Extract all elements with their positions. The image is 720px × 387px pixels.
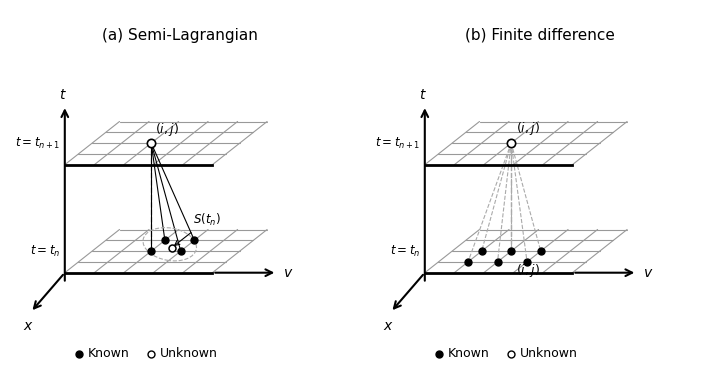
- Text: Known: Known: [448, 347, 490, 360]
- Text: $v$: $v$: [642, 266, 653, 280]
- Text: $(i, j)$: $(i, j)$: [516, 120, 539, 137]
- Text: $t = t_{n+1}$: $t = t_{n+1}$: [375, 135, 420, 151]
- Text: Known: Known: [89, 347, 130, 360]
- Text: $t$: $t$: [59, 88, 67, 102]
- Text: $(i, j)$: $(i, j)$: [516, 262, 539, 279]
- Text: $x$: $x$: [384, 320, 394, 334]
- Text: (b) Finite difference: (b) Finite difference: [465, 28, 615, 43]
- Text: Unknown: Unknown: [521, 347, 578, 360]
- Text: (a) Semi-Lagrangian: (a) Semi-Lagrangian: [102, 28, 258, 43]
- Text: Unknown: Unknown: [161, 347, 218, 360]
- Text: $t$: $t$: [419, 88, 427, 102]
- Text: $S(t_n)$: $S(t_n)$: [175, 212, 221, 245]
- Text: $x$: $x$: [24, 320, 34, 334]
- Text: $t = t_{n+1}$: $t = t_{n+1}$: [15, 135, 60, 151]
- Text: $t = t_n$: $t = t_n$: [30, 243, 60, 259]
- Text: $(i, j)$: $(i, j)$: [155, 121, 179, 138]
- Text: $v$: $v$: [282, 266, 293, 280]
- Text: $t = t_n$: $t = t_n$: [390, 243, 420, 259]
